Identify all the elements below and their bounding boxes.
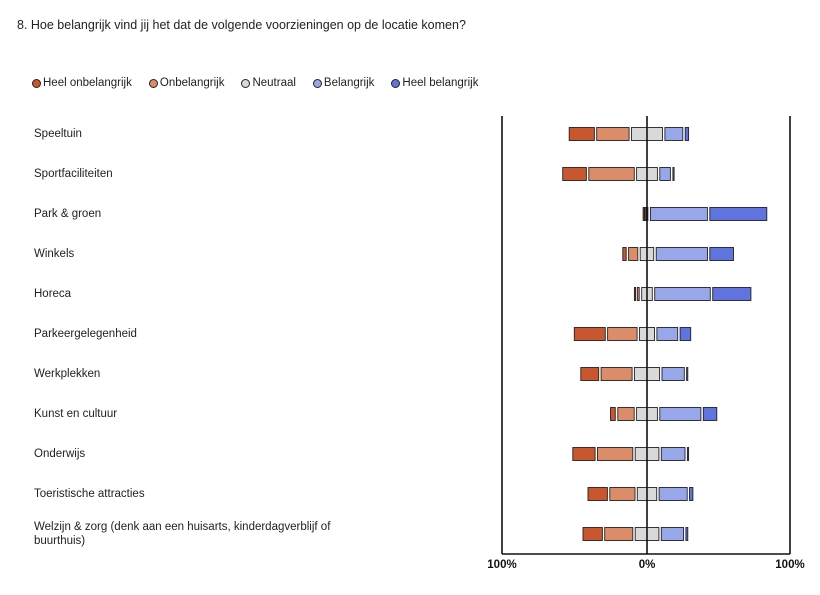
bar-onbelangrijk-toeristische-attract — [609, 487, 636, 501]
bar-belangrijk-werkplekken — [661, 367, 685, 381]
category-label-parkeergelegenheid: Parkeergelegenheid — [34, 328, 137, 340]
bar-heel-belangrijk-horeca — [712, 287, 752, 301]
bar-heel-onbelangrijk-horeca — [633, 287, 637, 301]
bar-heel-belangrijk-parkeergelegenheid — [679, 327, 692, 341]
bar-heel-belangrijk-sportfaciliteiten — [672, 167, 675, 181]
question-title: 8. Hoe belangrijk vind jij het dat de vo… — [17, 18, 466, 32]
bar-heel-belangrijk-werkplekken — [686, 367, 689, 381]
bar-belangrijk-welzijn-zorg-denk-aa — [660, 527, 685, 541]
legend-swatch-heel-belangrijk — [391, 78, 401, 88]
bar-belangrijk-park-groen — [649, 207, 708, 221]
bar-heel-onbelangrijk-werkplekken — [580, 367, 600, 381]
bar-heel-belangrijk-park-groen — [709, 207, 768, 221]
bar-heel-belangrijk-kunst-en-cultuur — [702, 407, 718, 421]
bar-onbelangrijk-horeca — [636, 287, 640, 301]
category-label-kunst-en-cultuur: Kunst en cultuur — [34, 408, 118, 420]
legend-swatch-belangrijk — [312, 78, 322, 88]
legend-swatch-onbelangrijk — [148, 78, 158, 88]
category-label-speeltuin: Speeltuin — [34, 128, 82, 140]
bar-heel-belangrijk-welzijn-zorg-denk-aa — [685, 527, 689, 541]
legend-item-heel-belangrijk: Heel belangrijk — [391, 77, 479, 89]
category-label-sportfaciliteiten: Sportfaciliteiten — [34, 168, 113, 180]
category-label-welzijn-zorg-denk-aan-een-huis: Welzijn & zorg (denk aan een huisarts, k… — [34, 521, 331, 547]
bar-belangrijk-kunst-en-cultuur — [659, 407, 702, 421]
bar-heel-onbelangrijk-welzijn-zorg-denk-aa — [582, 527, 603, 541]
legend-label: Neutraal — [252, 77, 296, 89]
category-label-werkplekken: Werkplekken — [34, 368, 101, 380]
bar-onbelangrijk-winkels — [628, 247, 639, 261]
bar-heel-onbelangrijk-toeristische-attract — [587, 487, 608, 501]
bar-heel-belangrijk-winkels — [709, 247, 734, 261]
category-label-toeristische-attracties: Toeristische attracties — [34, 488, 145, 500]
bar-heel-onbelangrijk-speeltuin — [568, 127, 595, 141]
bar-belangrijk-sportfaciliteiten — [659, 167, 671, 181]
legend-swatch-heel-onbelangrijk — [32, 78, 41, 88]
legend-item-onbelangrijk: Onbelangrijk — [148, 77, 225, 89]
legend-label: Onbelangrijk — [159, 77, 225, 89]
bar-onbelangrijk-speeltuin — [596, 127, 630, 141]
bar-belangrijk-horeca — [654, 287, 711, 301]
legend-item-neutraal: Neutraal — [241, 77, 296, 89]
legend-item-heel-onbelangrijk: Heel onbelangrijk — [32, 77, 132, 89]
category-label-horeca: Horeca — [34, 288, 72, 300]
bar-onbelangrijk-parkeergelegenheid — [607, 327, 638, 341]
bar-belangrijk-onderwijs — [660, 447, 686, 461]
bar-heel-belangrijk-speeltuin — [684, 127, 690, 141]
legend-swatch-neutraal — [241, 78, 251, 88]
bar-heel-belangrijk-onderwijs — [686, 447, 690, 461]
bar-onbelangrijk-welzijn-zorg-denk-aa — [604, 527, 634, 541]
category-label-park-groen: Park & groen — [34, 208, 102, 220]
legend-label: Belangrijk — [323, 77, 375, 89]
category-label-onderwijs: Onderwijs — [34, 448, 86, 460]
x-tick-label: 0% — [639, 559, 656, 571]
bar-heel-onbelangrijk-parkeergelegenheid — [573, 327, 606, 341]
chart-legend: Heel onbelangrijk Onbelangrijk Neutraal Bel… — [32, 77, 496, 89]
x-tick-label: 100% — [487, 559, 516, 571]
bar-heel-onbelangrijk-onderwijs — [572, 447, 596, 461]
category-label-winkels: Winkels — [34, 248, 75, 260]
bar-heel-belangrijk-toeristische-attract — [689, 487, 694, 501]
bar-heel-onbelangrijk-park-groen — [642, 207, 645, 221]
bar-belangrijk-speeltuin — [664, 127, 684, 141]
bar-belangrijk-toeristische-attract — [658, 487, 688, 501]
bar-belangrijk-winkels — [655, 247, 708, 261]
legend-label: Heel belangrijk — [402, 77, 479, 89]
bar-heel-onbelangrijk-winkels — [622, 247, 627, 261]
bar-heel-onbelangrijk-sportfaciliteiten — [562, 167, 587, 181]
bar-onbelangrijk-sportfaciliteiten — [588, 167, 635, 181]
legend-label: Heel onbelangrijk — [43, 77, 132, 89]
bar-heel-onbelangrijk-kunst-en-cultuur — [610, 407, 616, 421]
bar-onbelangrijk-werkplekken — [600, 367, 633, 381]
x-tick-label: 100% — [775, 559, 804, 571]
legend-item-belangrijk: Belangrijk — [312, 77, 375, 89]
bar-onbelangrijk-kunst-en-cultuur — [617, 407, 635, 421]
bar-onbelangrijk-onderwijs — [597, 447, 634, 461]
bar-belangrijk-parkeergelegenheid — [656, 327, 679, 341]
